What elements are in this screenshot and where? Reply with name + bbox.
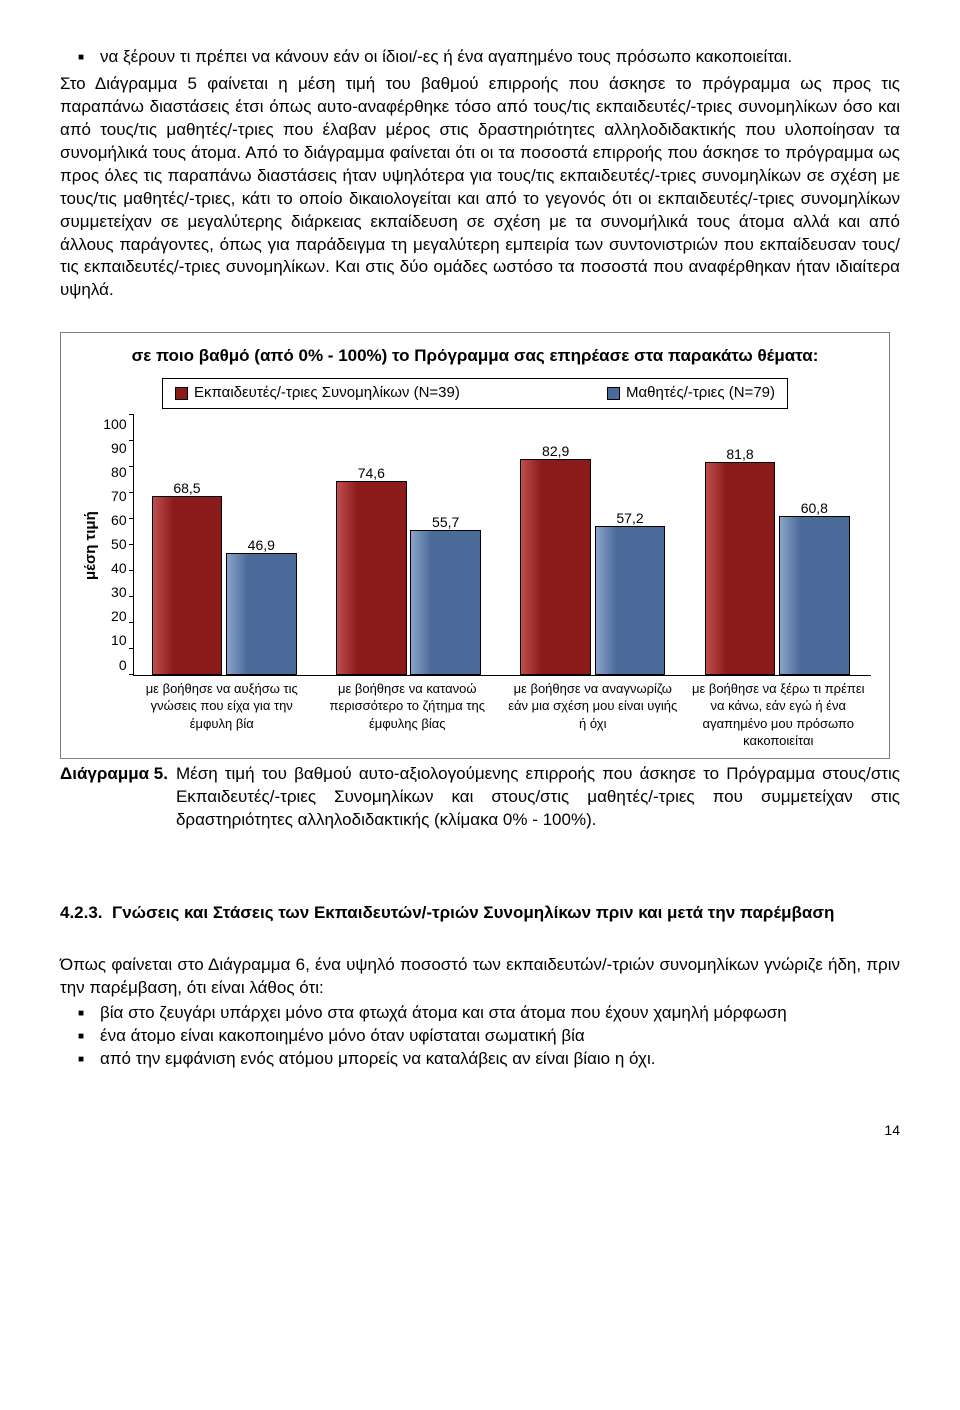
list-item: να ξέρουν τι πρέπει να κάνουν εάν οι ίδι…	[100, 46, 900, 69]
list-item: βία στο ζευγάρι υπάρχει μόνο στα φτωχά ά…	[100, 1002, 900, 1025]
y-axis-ticks: 1009080706050403020100	[103, 415, 132, 675]
bottom-bullet-list: βία στο ζευγάρι υπάρχει μόνο στα φτωχά ά…	[60, 1002, 900, 1071]
x-axis-labels: με βοήθησε να αυξήσω τις γνώσεις που είχ…	[129, 680, 871, 750]
list-item: από την εμφάνιση ενός ατόμου μπορείς να …	[100, 1048, 900, 1071]
legend-item-b: Μαθητές/-τριες (Ν=79)	[607, 383, 775, 403]
chart-legend: Εκπαιδευτές/-τριες Συνομηλίκων (Ν=39) Μα…	[162, 378, 788, 408]
page-number: 14	[60, 1121, 900, 1140]
caption-body: Μέση τιμή του βαθμού αυτο-αξιολογούμενης…	[176, 763, 900, 832]
y-axis-label: μέση τιμή	[79, 415, 103, 676]
legend-item-a: Εκπαιδευτές/-τριες Συνομηλίκων (Ν=39)	[175, 383, 460, 403]
paragraph: Στο Διάγραμμα 5 φαίνεται η μέση τιμή του…	[60, 73, 900, 302]
bar-chart: σε ποιο βαθμό (από 0% - 100%) το Πρόγραμ…	[60, 332, 890, 758]
list-item: ένα άτομο είναι κακοποιημένο μόνο όταν υ…	[100, 1025, 900, 1048]
chart-title: σε ποιο βαθμό (από 0% - 100%) το Πρόγραμ…	[79, 345, 871, 368]
top-bullet-list: να ξέρουν τι πρέπει να κάνουν εάν οι ίδι…	[60, 46, 900, 69]
caption-lead: Διάγραμμα 5.	[60, 763, 176, 832]
chart-caption: Διάγραμμα 5. Μέση τιμή του βαθμού αυτο-α…	[60, 763, 900, 832]
section-heading: 4.2.3. Γνώσεις και Στάσεις των Εκπαιδευτ…	[60, 902, 900, 925]
paragraph: Όπως φαίνεται στο Διάγραμμα 6, ένα υψηλό…	[60, 954, 900, 1000]
plot-area: 68,546,974,655,782,957,281,860,8	[133, 415, 871, 676]
